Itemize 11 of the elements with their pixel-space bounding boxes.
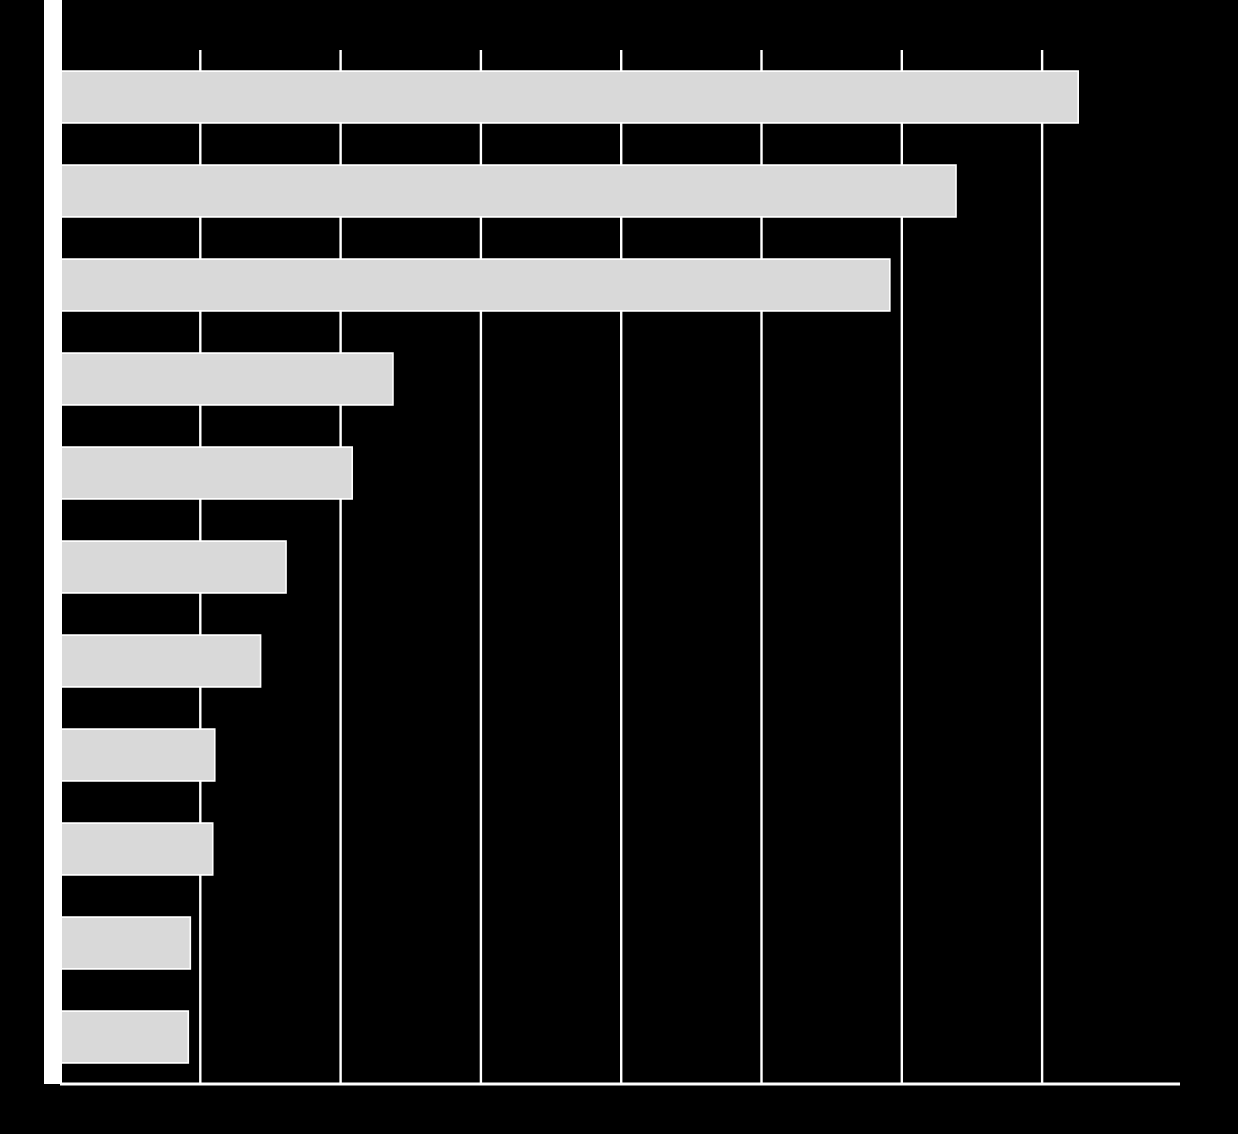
bar (60, 164, 957, 218)
bar (60, 258, 891, 312)
bar (60, 70, 1079, 124)
bar (60, 916, 192, 970)
bar (60, 728, 216, 782)
bar (60, 540, 287, 594)
bar (60, 634, 262, 688)
bar (60, 822, 214, 876)
bar (60, 352, 394, 406)
bar (60, 446, 354, 500)
bar (60, 1010, 190, 1064)
